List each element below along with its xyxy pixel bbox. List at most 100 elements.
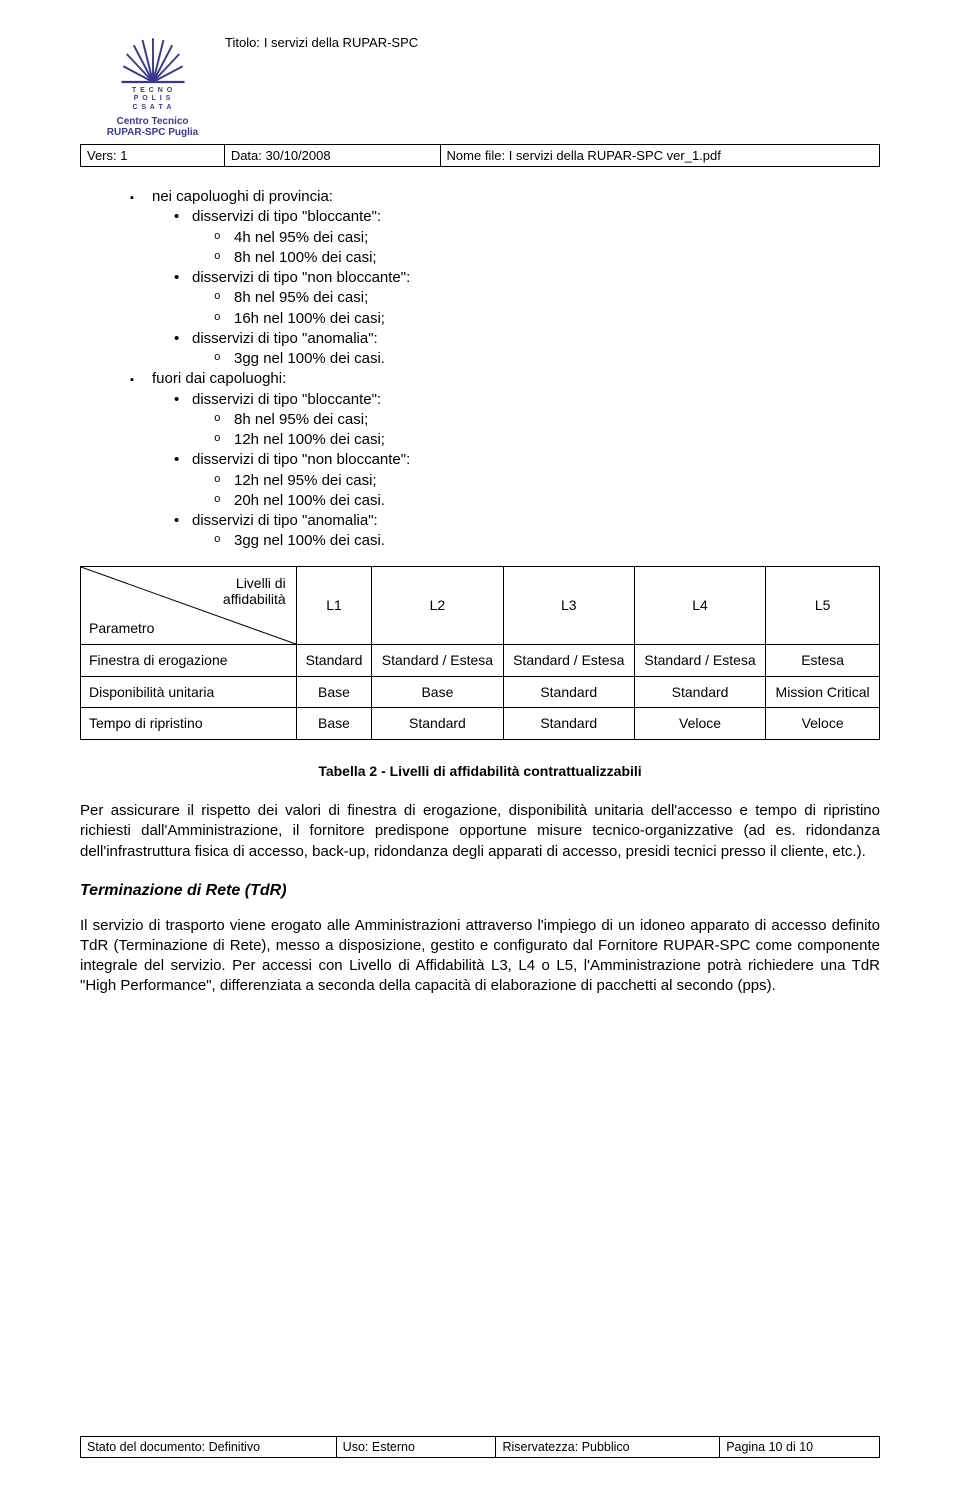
text: nei capoluoghi di provincia: <box>152 188 333 205</box>
sub-sub-list: 3gg nel 100% dei casi. <box>192 349 880 369</box>
value: Esterno <box>372 1440 415 1454</box>
col-header: L1 <box>296 566 372 644</box>
row-label: Finestra di erogazione <box>81 644 297 676</box>
table-row: Disponibilità unitaria Base Base Standar… <box>81 676 880 708</box>
text: 3gg nel 100% dei casi. <box>234 532 385 549</box>
cell: Base <box>296 676 372 708</box>
list-item: 8h nel 100% dei casi; <box>214 248 880 268</box>
text: 4h nel 95% dei casi; <box>234 229 368 246</box>
list-item: disservizi di tipo "anomalia": 3gg nel 1… <box>174 329 880 370</box>
footer-row: Stato del documento: Definitivo Uso: Est… <box>81 1437 880 1458</box>
section-heading: Terminazione di Rete (TdR) <box>80 880 880 902</box>
title-value: I servizi della RUPAR-SPC <box>264 35 418 50</box>
paragraph: Per assicurare il rispetto dei valori di… <box>80 801 880 862</box>
text: 8h nel 95% dei casi; <box>234 411 368 428</box>
meta-table: Vers: 1 Data: 30/10/2008 Nome file: I se… <box>80 144 880 167</box>
logo-centro: Centro Tecnico RUPAR-SPC Puglia <box>107 116 199 138</box>
logo-line: C S A T A <box>132 104 173 112</box>
label: Stato del documento: <box>87 1440 205 1454</box>
logo-line: P O L I S <box>132 95 173 103</box>
header: T E C N O P O L I S C S A T A Centro Tec… <box>80 30 880 138</box>
list-item: fuori dai capoluoghi: disservizi di tipo… <box>130 369 880 551</box>
paragraph: Il servizio di trasporto viene erogato a… <box>80 916 880 997</box>
sub-sub-list: 8h nel 95% dei casi; 12h nel 100% dei ca… <box>192 410 880 451</box>
cell: Standard / Estesa <box>634 644 765 676</box>
cell: Base <box>372 676 503 708</box>
footer-table: Stato del documento: Definitivo Uso: Est… <box>80 1436 880 1458</box>
cell: Standard / Estesa <box>372 644 503 676</box>
col-header: L3 <box>503 566 634 644</box>
text: disservizi di tipo "non bloccante": <box>192 269 410 286</box>
list-item: disservizi di tipo "non bloccante": 8h n… <box>174 268 880 329</box>
list-item: 3gg nel 100% dei casi. <box>214 531 880 551</box>
list-item: nei capoluoghi di provincia: disservizi … <box>130 187 880 369</box>
cell: Standard / Estesa <box>503 644 634 676</box>
sub-sub-list: 8h nel 95% dei casi; 16h nel 100% dei ca… <box>192 288 880 329</box>
list-item: 20h nel 100% dei casi. <box>214 491 880 511</box>
footer-page: Pagina 10 di 10 <box>720 1437 880 1458</box>
text: disservizi di tipo "bloccante": <box>192 391 381 408</box>
title-block: Titolo: I servizi della RUPAR-SPC <box>225 30 880 50</box>
table-header-row: Livelli di affidabilità Parametro L1 L2 … <box>81 566 880 644</box>
text: fuori dai capoluoghi: <box>152 370 286 387</box>
col-header: L2 <box>372 566 503 644</box>
meta-data: Data: 30/10/2008 <box>224 145 440 167</box>
value: Definitivo <box>209 1440 260 1454</box>
cell: Base <box>296 708 372 740</box>
list-item: disservizi di tipo "bloccante": 8h nel 9… <box>174 390 880 451</box>
table-row: Tempo di ripristino Base Standard Standa… <box>81 708 880 740</box>
table-row: Finestra di erogazione Standard Standard… <box>81 644 880 676</box>
logo-block: T E C N O P O L I S C S A T A Centro Tec… <box>80 30 225 138</box>
content: nei capoluoghi di provincia: disservizi … <box>80 187 880 996</box>
cell: Veloce <box>766 708 880 740</box>
col-header: L5 <box>766 566 880 644</box>
page: T E C N O P O L I S C S A T A Centro Tec… <box>0 0 960 1488</box>
list-item: 12h nel 95% dei casi; <box>214 471 880 491</box>
list-item: 12h nel 100% dei casi; <box>214 430 880 450</box>
cell: Standard <box>372 708 503 740</box>
list-item: disservizi di tipo "non bloccante": 12h … <box>174 450 880 511</box>
cell: Standard <box>634 676 765 708</box>
logo-icon <box>118 30 188 85</box>
centro-line: Centro Tecnico <box>107 116 199 127</box>
text: 16h nel 100% dei casi; <box>234 310 385 327</box>
row-label: Disponibilità unitaria <box>81 676 297 708</box>
rupar-line: RUPAR-SPC Puglia <box>107 127 199 138</box>
label: Vers: <box>87 148 117 163</box>
text: 12h nel 95% dei casi; <box>234 472 377 489</box>
label: Riservatezza: <box>502 1440 578 1454</box>
meta-row: Vers: 1 Data: 30/10/2008 Nome file: I se… <box>81 145 880 167</box>
label: Uso: <box>343 1440 369 1454</box>
cell: Standard <box>503 676 634 708</box>
diagonal-header: Livelli di affidabilità Parametro <box>81 566 297 644</box>
value: 1 <box>120 148 127 163</box>
logo-text-lines: T E C N O P O L I S C S A T A <box>132 87 173 112</box>
value: I servizi della RUPAR-SPC ver_1.pdf <box>509 148 721 163</box>
text: disservizi di tipo "non bloccante": <box>192 451 410 468</box>
sub-sub-list: 12h nel 95% dei casi; 20h nel 100% dei c… <box>192 471 880 512</box>
cell: Estesa <box>766 644 880 676</box>
list-item: 3gg nel 100% dei casi. <box>214 349 880 369</box>
bullet-list: nei capoluoghi di provincia: disservizi … <box>80 187 880 552</box>
sub-list: disservizi di tipo "bloccante": 4h nel 9… <box>152 207 880 369</box>
text: 8h nel 95% dei casi; <box>234 289 368 306</box>
text: 8h nel 100% dei casi; <box>234 249 377 266</box>
label: Nome file: <box>447 148 506 163</box>
logo-line: T E C N O <box>132 87 173 95</box>
cell: Veloce <box>634 708 765 740</box>
text: 20h nel 100% dei casi. <box>234 492 385 509</box>
text: 3gg nel 100% dei casi. <box>234 350 385 367</box>
table-caption: Tabella 2 - Livelli di affidabilità cont… <box>80 762 880 781</box>
col-header: L4 <box>634 566 765 644</box>
sub-list: disservizi di tipo "bloccante": 8h nel 9… <box>152 390 880 552</box>
cell: Standard <box>296 644 372 676</box>
text: disservizi di tipo "anomalia": <box>192 512 378 529</box>
row-label: Tempo di ripristino <box>81 708 297 740</box>
list-item: 4h nel 95% dei casi; <box>214 228 880 248</box>
value: Pubblico <box>582 1440 630 1454</box>
list-item: disservizi di tipo "anomalia": 3gg nel 1… <box>174 511 880 552</box>
levels-table: Livelli di affidabilità Parametro L1 L2 … <box>80 566 880 741</box>
meta-file: Nome file: I servizi della RUPAR-SPC ver… <box>440 145 879 167</box>
list-item: disservizi di tipo "bloccante": 4h nel 9… <box>174 207 880 268</box>
text: 12h nel 100% dei casi; <box>234 431 385 448</box>
